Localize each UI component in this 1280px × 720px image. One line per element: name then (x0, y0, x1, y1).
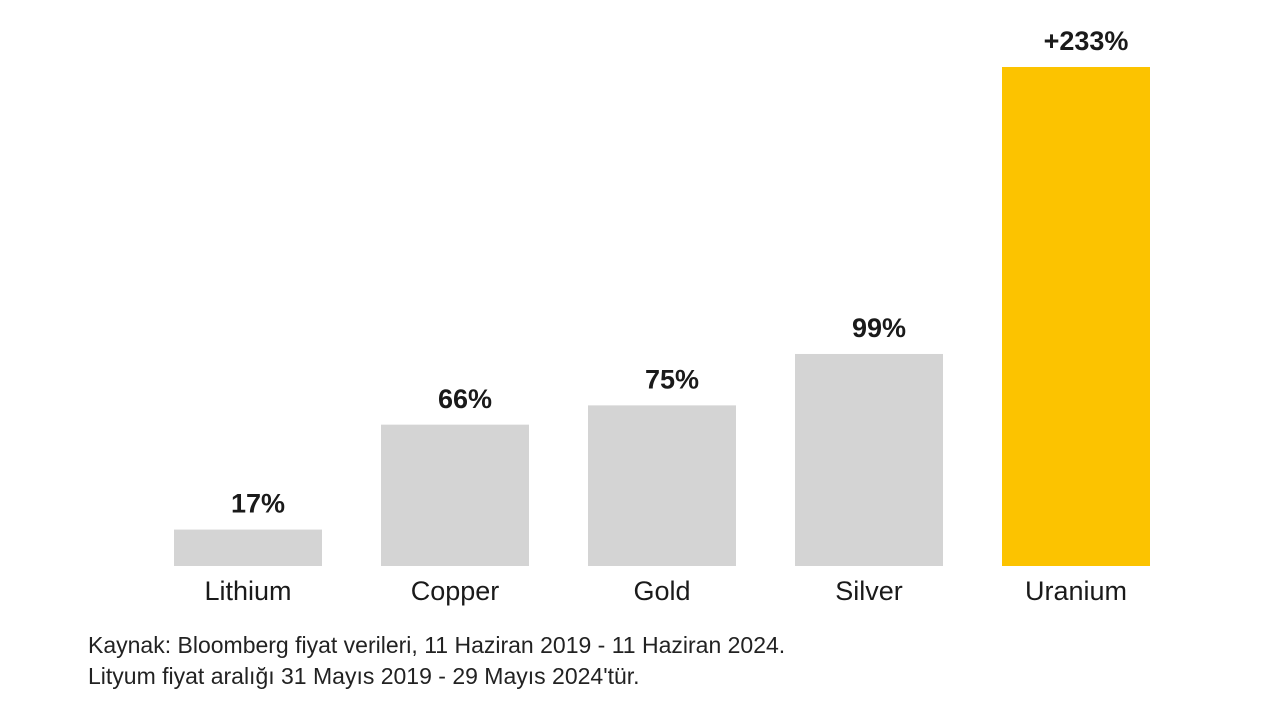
source-note: Lityum fiyat aralığı 31 Mayıs 2019 - 29 … (88, 663, 640, 689)
value-label: 17% (231, 489, 285, 519)
x-tick-label: Gold (633, 576, 690, 606)
source-note: Kaynak: Bloomberg fiyat verileri, 11 Haz… (88, 632, 785, 658)
x-tick-label: Copper (411, 576, 500, 606)
x-tick-label: Silver (835, 576, 903, 606)
bar (795, 353, 943, 566)
x-tick-label: Uranium (1025, 576, 1127, 606)
bar (174, 529, 322, 566)
value-label: +233% (1044, 26, 1129, 56)
x-tick-label: Lithium (204, 576, 291, 606)
value-label: 99% (852, 313, 906, 343)
bar (381, 424, 529, 566)
bar (1002, 67, 1150, 566)
bar (588, 405, 736, 566)
value-label: 75% (645, 365, 699, 395)
value-label: 66% (438, 384, 492, 414)
